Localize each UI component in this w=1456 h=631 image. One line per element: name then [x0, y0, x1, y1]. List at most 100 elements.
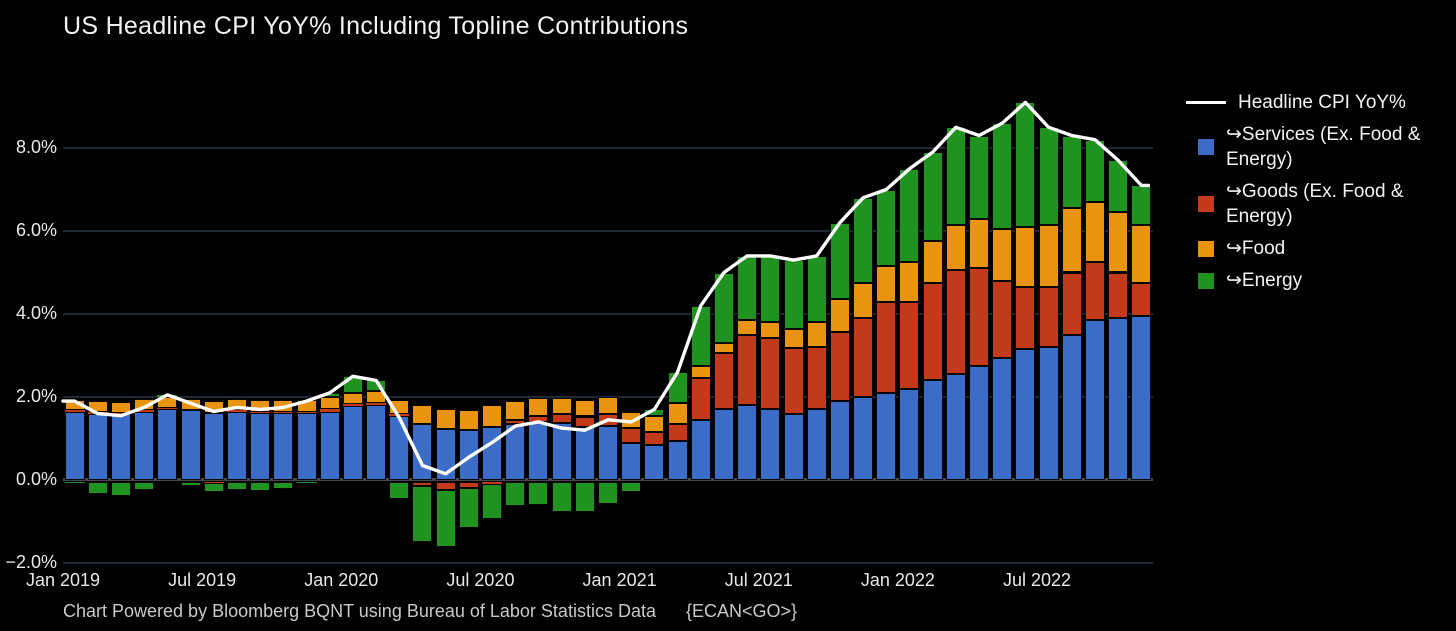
bar-segment	[876, 392, 897, 480]
bar-segment	[551, 481, 572, 512]
bar-segment	[1085, 320, 1106, 480]
x-axis-label: Jan 2020	[304, 570, 379, 590]
color-swatch-icon	[1198, 196, 1214, 213]
bar-segment	[482, 481, 503, 484]
bar-segment	[319, 411, 340, 480]
bar-segment	[226, 410, 247, 412]
bar-segment	[1131, 316, 1152, 480]
bar-segment	[969, 135, 990, 219]
bar-segment	[876, 301, 897, 393]
bar-segment	[737, 334, 758, 406]
bar-segment	[598, 426, 618, 480]
bar-segment	[945, 127, 966, 225]
bar-segment	[667, 372, 688, 404]
bar-segment	[505, 401, 526, 420]
bar-segment	[876, 266, 897, 302]
bar-segment	[296, 411, 317, 413]
bar-segment	[783, 260, 804, 329]
legend-item--goods--ex--food---energy-: ↪Goods (Ex. Food & Energy)	[1186, 179, 1456, 229]
bar-segment	[250, 399, 271, 412]
bar-segment	[574, 399, 595, 417]
bar-segment	[969, 218, 990, 269]
bar-segment	[806, 322, 827, 348]
bar-segment	[389, 481, 410, 499]
chart-footer: Chart Powered by Bloomberg BQNT using Bu…	[63, 601, 797, 622]
bar-segment	[713, 343, 734, 354]
bar-segment	[366, 405, 387, 480]
bar-segment	[203, 481, 224, 483]
bar-segment	[250, 411, 271, 413]
bar-segment	[922, 241, 943, 283]
bar-segment	[551, 422, 572, 480]
footer-attribution: Chart Powered by Bloomberg BQNT using Bu…	[63, 601, 656, 621]
legend-label: ↪Energy	[1226, 270, 1303, 292]
bar-segment	[992, 123, 1013, 229]
bar-segment	[760, 409, 781, 480]
chart-title: US Headline CPI YoY% Including Topline C…	[63, 12, 689, 40]
bar-segment	[505, 419, 526, 424]
legend-label: ↪Food	[1226, 238, 1286, 260]
bar-segment	[690, 365, 711, 379]
bar-segment	[180, 399, 201, 411]
bar-segment	[992, 280, 1013, 358]
color-swatch-icon	[1198, 139, 1214, 156]
bar-segment	[273, 481, 294, 489]
line-swatch-icon	[1186, 101, 1226, 105]
bar-segment	[1131, 282, 1152, 317]
x-axis-label: Jan 2021	[582, 570, 657, 590]
bar-segment	[945, 374, 966, 480]
bar-segment	[157, 397, 178, 409]
legend-label: ↪Goods (Ex. Food & Energy)	[1226, 181, 1404, 228]
bar-segment	[853, 397, 874, 480]
bar-segment	[574, 481, 595, 512]
x-axis-label: Jul 2022	[1003, 570, 1072, 590]
bar-segment	[992, 228, 1013, 281]
bar-segment	[1108, 272, 1129, 319]
bar-segment	[482, 426, 503, 480]
bar-segment	[551, 397, 572, 415]
bar-segment	[922, 152, 943, 242]
y-axis-label: 4.0%	[15, 303, 57, 323]
bar-segment	[621, 481, 642, 492]
bar-segment	[226, 411, 247, 480]
bar-segment	[667, 423, 688, 441]
bar-segment	[296, 399, 317, 412]
bar-segment	[574, 416, 595, 427]
bar-segment	[621, 442, 642, 480]
bar-segment	[922, 282, 943, 381]
bar-segment	[458, 487, 479, 529]
bar-segment	[435, 408, 456, 430]
x-axis-label: Jan 2019	[25, 570, 101, 590]
bar-segment	[922, 380, 943, 480]
bar-segment	[783, 328, 804, 349]
gridline-4	[63, 313, 1153, 315]
bar-segment	[829, 222, 850, 300]
bar-segment	[760, 255, 781, 323]
bar-segment	[853, 282, 874, 319]
chart-legend: Headline CPI YoY% ↪Services (Ex. Food & E…	[1186, 90, 1456, 294]
bar-segment	[1061, 334, 1082, 480]
bar-segment	[250, 412, 271, 480]
bar-segment	[412, 481, 433, 486]
bar-segment	[690, 305, 711, 366]
bar-segment	[342, 376, 363, 393]
bar-segment	[737, 405, 758, 480]
bar-segment	[435, 429, 456, 480]
bar-segment	[226, 398, 247, 411]
bar-segment	[180, 410, 201, 480]
bar-segment	[1085, 201, 1106, 263]
bar-segment	[713, 353, 734, 410]
bar-segment	[157, 394, 178, 397]
bar-segment	[319, 409, 340, 412]
bar-segment	[180, 481, 201, 486]
bar-segment	[598, 413, 618, 427]
bar-segment	[737, 255, 758, 321]
legend-item--food: ↪Food	[1186, 236, 1456, 261]
bar-segment	[621, 428, 642, 443]
gridline-6	[63, 230, 1153, 232]
bar-segment	[1015, 102, 1036, 227]
bar-segment	[87, 401, 108, 413]
bar-segment	[110, 401, 131, 414]
bar-segment	[806, 347, 827, 410]
